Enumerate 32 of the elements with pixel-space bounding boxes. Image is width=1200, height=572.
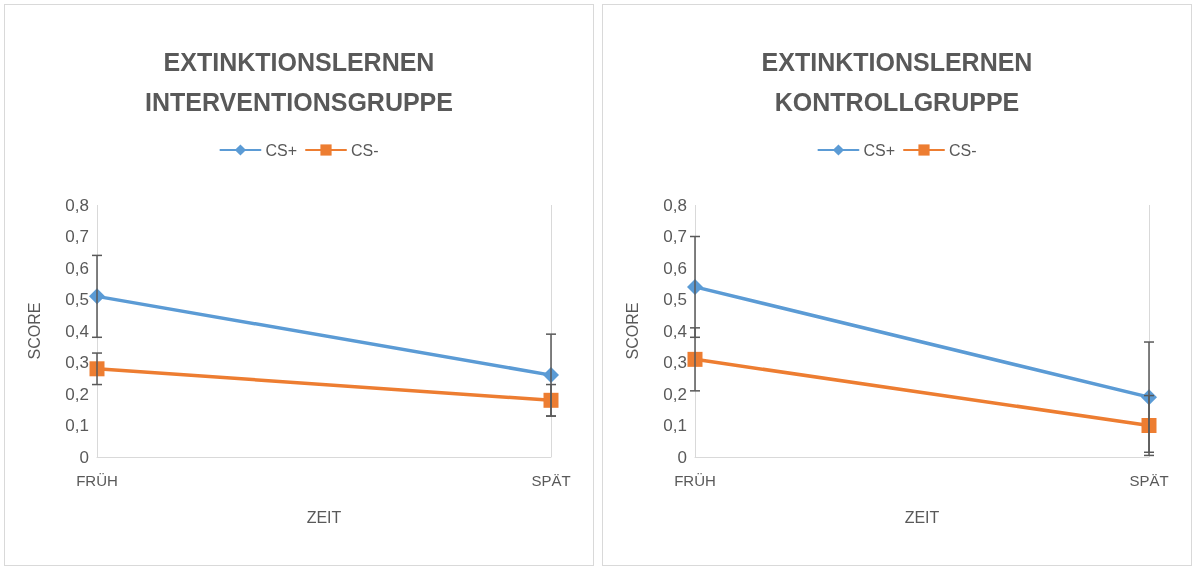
y-tick-label: 0,1	[65, 416, 89, 435]
y-tick-label: 0	[79, 447, 89, 467]
y-tick-label: 0,8	[65, 195, 89, 215]
y-tick-label: 0,3	[65, 353, 89, 372]
y-axis-title: SCORE	[25, 302, 43, 360]
legend-label: CS+	[265, 141, 298, 159]
x-tick-label: SPÄT	[1129, 472, 1169, 489]
legend-label: CS+	[863, 141, 896, 159]
y-tick-label: 0,6	[65, 258, 89, 278]
x-tick-label: FRÜH	[674, 472, 716, 489]
y-tick-label: 0,4	[663, 321, 687, 341]
chart-title: EXTINKTIONSLERNEN INTERVENTIONSGRUPPE	[145, 48, 453, 116]
y-tick-label: 0,4	[65, 321, 89, 341]
y-tick-label: 0,7	[65, 227, 89, 246]
legend-label: CS-	[351, 141, 379, 159]
x-tick-label: FRÜH	[76, 472, 118, 489]
y-tick-label: 0,8	[663, 195, 687, 215]
y-tick-label: 0,1	[663, 416, 687, 435]
y-tick-label: 0,2	[65, 384, 89, 404]
x-axis-title: ZEIT	[306, 508, 342, 526]
chart-title: EXTINKTIONSLERNEN KONTROLLGRUPPE	[761, 48, 1033, 116]
y-tick-label: 0,7	[663, 227, 687, 246]
y-axis-title: SCORE	[623, 302, 641, 360]
y-tick-label: 0	[677, 447, 687, 467]
y-tick-label: 0,3	[663, 353, 687, 372]
y-tick-label: 0,5	[663, 290, 687, 309]
x-tick-label: SPÄT	[531, 472, 571, 489]
legend-label: CS-	[949, 141, 977, 159]
y-tick-label: 0,6	[663, 258, 687, 278]
y-tick-label: 0,5	[65, 290, 89, 309]
y-tick-label: 0,2	[663, 384, 687, 404]
x-axis-title: ZEIT	[904, 508, 940, 526]
